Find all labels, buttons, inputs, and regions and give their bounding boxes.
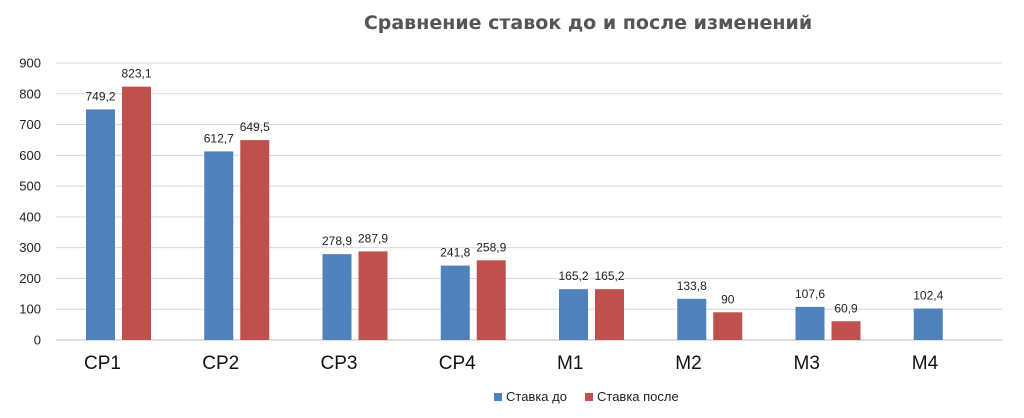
- y-tick-label: 200: [19, 271, 41, 286]
- bar-cp2-series-0: [204, 151, 234, 340]
- data-label: 241,8: [440, 246, 470, 260]
- x-tick-label: M4: [912, 353, 939, 374]
- data-label: 107,6: [795, 287, 825, 301]
- data-labels: 749,2 823,1 612,7 649,5 278,9 287,9 241,8 258,9…: [85, 67, 943, 316]
- legend-label: Ставка после: [597, 389, 679, 404]
- x-tick-label: M2: [675, 353, 701, 374]
- bar-m1-series-1: [595, 289, 624, 340]
- data-label: 102,4: [913, 288, 943, 302]
- y-tick-label: 800: [19, 86, 41, 101]
- legend-swatch: [585, 393, 593, 401]
- bar-cp3-series-0: [322, 254, 352, 340]
- x-axis-ticks: CP1 CP2 CP3 CP4 M1 M2 M3 M4: [84, 353, 939, 374]
- bars: [86, 86, 943, 340]
- bar-cp4-series-1: [476, 260, 506, 340]
- x-tick-label: CP1: [84, 353, 121, 374]
- bar-m1-series-0: [559, 289, 588, 340]
- data-label: 749,2: [85, 89, 115, 103]
- y-tick-label: 300: [19, 240, 41, 255]
- data-label: 823,1: [121, 67, 151, 81]
- data-label: 165,2: [594, 269, 624, 283]
- y-tick-label: 600: [19, 148, 41, 163]
- bar-m3-series-1: [831, 321, 861, 340]
- bar-m2-series-0: [677, 298, 707, 340]
- bar-cp3-series-1: [358, 251, 388, 340]
- x-tick-label: CP4: [439, 353, 476, 374]
- y-axis-ticks: 0 100 200 300 400 500 600 700 800 900: [19, 56, 41, 348]
- bar-cp2-series-1: [240, 140, 270, 340]
- bar-cp1-series-0: [86, 109, 115, 340]
- data-label: 649,5: [240, 120, 270, 134]
- y-tick-label: 400: [19, 209, 41, 224]
- data-label: 133,8: [677, 279, 707, 293]
- data-label: 165,2: [558, 269, 588, 283]
- data-label: 287,9: [358, 231, 388, 245]
- x-tick-label: M1: [557, 353, 583, 374]
- legend: Ставка до Ставка после: [494, 389, 679, 404]
- data-label: 60,9: [834, 301, 858, 315]
- y-tick-label: 500: [19, 179, 41, 194]
- bar-m4-series-0: [913, 308, 943, 340]
- bar-m2-series-1: [713, 312, 743, 340]
- grid-lines: [56, 62, 1002, 341]
- data-label: 258,9: [476, 240, 506, 254]
- x-tick-label: CP3: [321, 353, 358, 374]
- data-label: 278,9: [322, 234, 352, 248]
- chart-title: Сравнение ставок до и после изменений: [364, 12, 812, 34]
- data-label: 612,7: [204, 131, 234, 145]
- y-tick-label: 0: [34, 333, 41, 348]
- data-label: 90: [721, 292, 735, 306]
- bar-m3-series-0: [795, 306, 825, 340]
- legend-label: Ставка до: [506, 389, 567, 404]
- y-tick-label: 100: [19, 302, 41, 317]
- y-tick-label: 700: [19, 117, 41, 132]
- legend-swatch: [494, 393, 502, 401]
- x-tick-label: CP2: [202, 353, 239, 374]
- x-tick-label: M3: [794, 353, 820, 374]
- y-tick-label: 900: [19, 56, 41, 71]
- bar-cp1-series-1: [122, 86, 151, 340]
- bar-cp4-series-0: [440, 265, 470, 340]
